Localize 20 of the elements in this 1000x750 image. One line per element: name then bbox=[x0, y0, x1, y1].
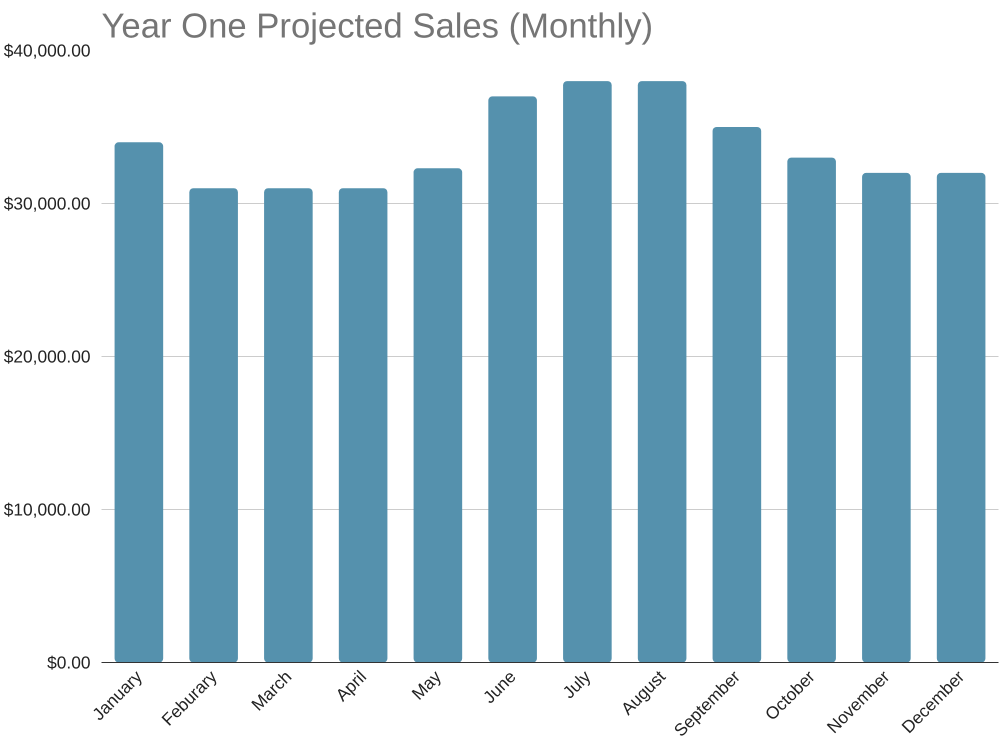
y-tick-label: $0.00 bbox=[47, 652, 91, 672]
x-tick-label: May bbox=[408, 666, 446, 704]
bar bbox=[936, 172, 986, 662]
bar bbox=[414, 168, 462, 662]
y-tick-label: $10,000.00 bbox=[4, 500, 91, 520]
bar bbox=[114, 142, 164, 662]
bar bbox=[338, 188, 388, 662]
y-tick-label: $30,000.00 bbox=[4, 194, 91, 214]
bar bbox=[488, 96, 537, 662]
bar bbox=[862, 172, 911, 662]
x-tick-label: July bbox=[558, 666, 595, 702]
y-tick-label: $40,000.00 bbox=[4, 40, 91, 60]
bar bbox=[189, 188, 238, 662]
bar bbox=[264, 188, 313, 662]
bar bbox=[712, 127, 762, 662]
y-tick-label: $20,000.00 bbox=[4, 346, 91, 366]
bar bbox=[563, 81, 612, 662]
bar bbox=[787, 158, 836, 662]
chart-title: Year One Projected Sales (Monthly) bbox=[102, 8, 654, 46]
bar bbox=[638, 81, 686, 662]
